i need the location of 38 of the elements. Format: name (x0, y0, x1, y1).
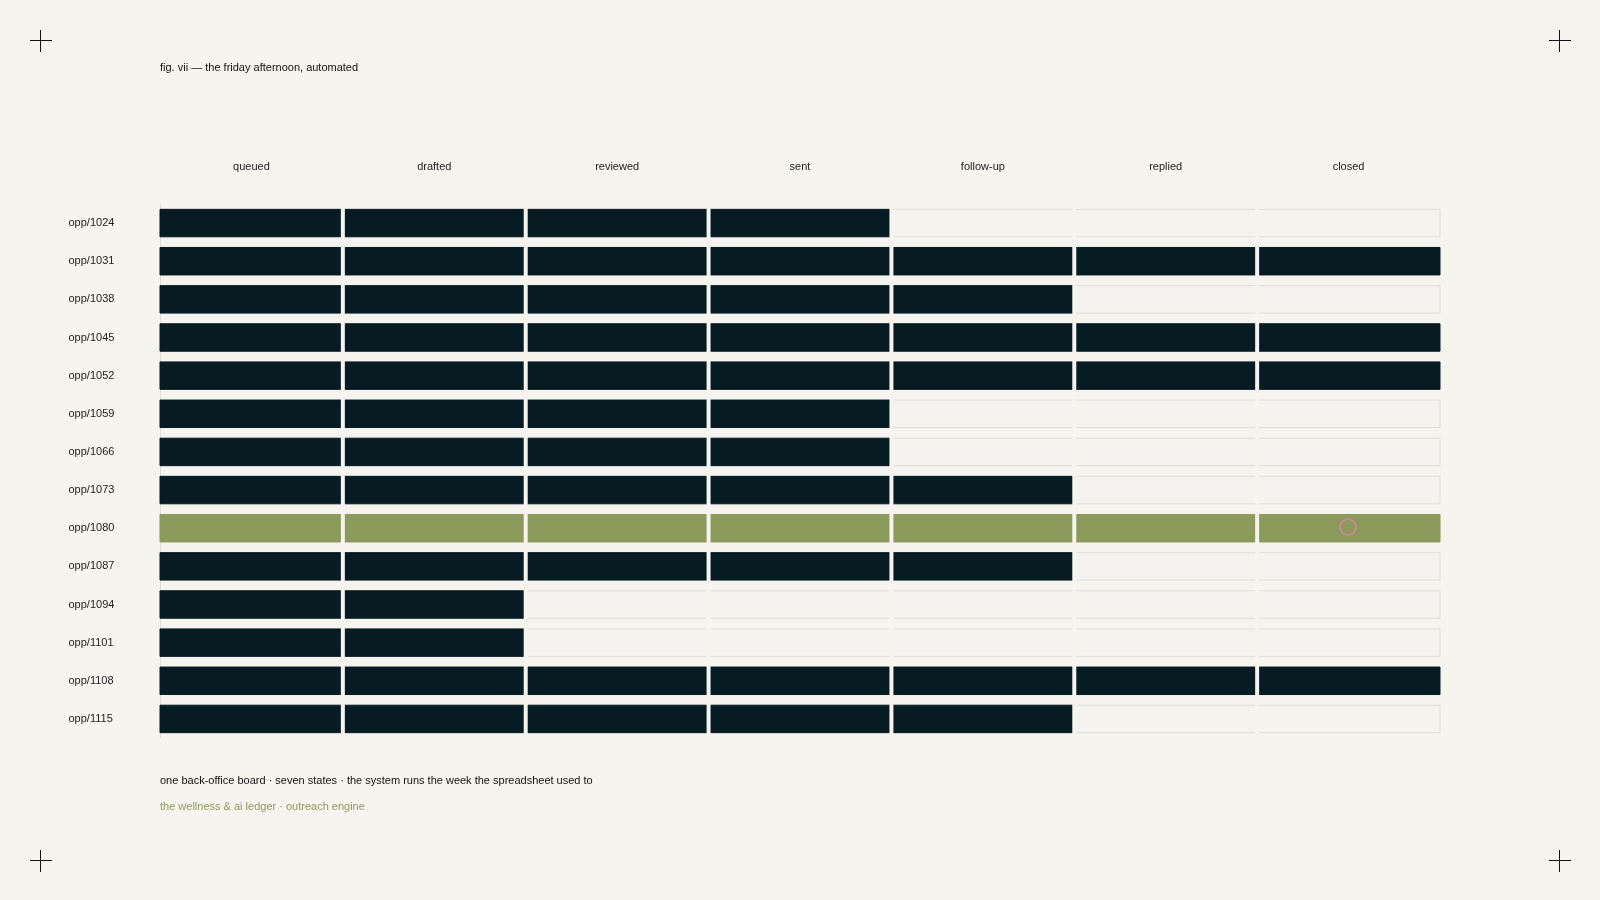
bar (159, 628, 527, 657)
bar (159, 246, 1441, 276)
bar (159, 285, 1075, 314)
y-tick-label: opp/1045 (68, 330, 115, 343)
y-tick-label: opp/1094 (68, 597, 115, 610)
y-tick-label: opp/1087 (68, 559, 115, 572)
y-tick-label: opp/1115 (68, 711, 113, 724)
text: drafted (417, 160, 452, 172)
y-tick-label: opp/1024 (68, 216, 115, 229)
bar (159, 399, 892, 429)
y-tick-label: opp/1101 (68, 635, 114, 648)
y-tick-label: opp/1066 (68, 444, 115, 457)
bar (159, 437, 892, 467)
y-tick-label: opp/1052 (68, 368, 115, 381)
text: closed (1332, 160, 1365, 172)
chart-title: fig. vii — the friday afternoon, automated (160, 61, 359, 73)
text: one back-office board · seven states · the system runs the week the spreadsheet used to (160, 774, 593, 786)
y-tick-label: opp/1059 (68, 406, 115, 419)
text: follow-up (960, 160, 1005, 172)
y-tick-label: opp/1108 (68, 673, 114, 686)
bar (159, 704, 1075, 734)
bar (159, 590, 527, 619)
text: sent (789, 160, 811, 172)
bar (159, 552, 1075, 581)
text: the wellness & ai ledger · outreach engine (160, 800, 365, 812)
text: queued (233, 160, 270, 172)
bar (159, 475, 1075, 505)
bar (159, 323, 1441, 352)
y-tick-label: opp/1073 (68, 483, 115, 496)
bar (159, 208, 892, 238)
text: reviewed (595, 160, 640, 172)
bar (159, 666, 1441, 696)
bar (159, 361, 1441, 390)
text: replied (1149, 160, 1183, 172)
y-tick-label: opp/1080 (68, 521, 115, 534)
y-tick-label: opp/1031 (68, 254, 115, 267)
y-tick-label: opp/1038 (68, 292, 115, 305)
bar (159, 513, 1441, 543)
